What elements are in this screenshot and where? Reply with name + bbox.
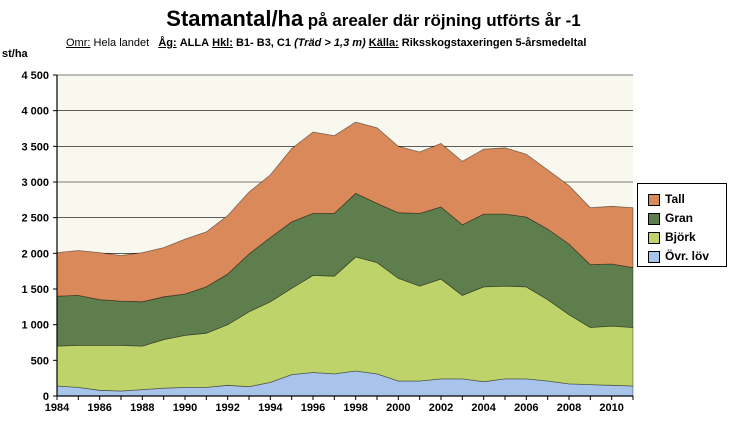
subtitle-omr-key: Omr:	[66, 37, 91, 49]
legend-swatch	[648, 193, 660, 206]
x-tick-label: 2010	[599, 402, 623, 414]
chart-legend: Tall Gran Björk Övr. löv	[637, 183, 727, 267]
legend-swatch	[648, 212, 660, 225]
subtitle-ag-key: Åg:	[158, 37, 177, 49]
y-axis-unit-label: st/ha	[2, 48, 28, 60]
legend-label: Tall	[665, 192, 685, 206]
chart-title-main: Stamantal/ha	[166, 6, 304, 31]
subtitle-ag-value: ALLA	[179, 37, 210, 49]
x-tick-label: 1998	[343, 402, 367, 414]
x-tick-label: 2008	[557, 402, 581, 414]
chart-title-rest: på arealer där röjning utförts år -1	[307, 11, 581, 30]
y-tick-label: 4 000	[21, 106, 49, 118]
x-tick-label: 2006	[514, 402, 538, 414]
x-tick-label: 1990	[173, 402, 197, 414]
y-tick-label: 0	[43, 391, 49, 403]
legend-label: Björk	[665, 230, 696, 244]
legend-item-björk: Björk	[648, 230, 696, 244]
area-series-tall	[56, 121, 634, 303]
legend-item-tall: Tall	[648, 192, 685, 206]
y-tick-label: 3 000	[21, 177, 49, 189]
x-tick-label: 2004	[471, 402, 496, 414]
chart-title: Stamantal/ha på arealer där röjning utfö…	[0, 6, 747, 32]
legend-label: Övr. löv	[665, 249, 710, 263]
y-tick-label: 3 500	[21, 141, 49, 153]
x-tick-label: 1984	[45, 402, 70, 414]
x-tick-label: 1992	[215, 402, 239, 414]
subtitle-omr-value: Hela landet	[93, 37, 150, 49]
area-series-gran	[56, 192, 634, 347]
x-tick-label: 1994	[258, 402, 283, 414]
x-tick-label: 1996	[301, 402, 325, 414]
legend-item-gran: Gran	[648, 211, 693, 225]
x-tick-label: 2000	[386, 402, 410, 414]
y-tick-label: 4 500	[21, 70, 49, 82]
subtitle-hkl-note: (Träd > 1,3 m)	[294, 37, 366, 49]
x-tick-label: 2002	[429, 402, 453, 414]
chart-subtitle: Omr: Hela landet Åg: ALLA Hkl: B1- B3, C…	[66, 37, 586, 49]
subtitle-hkl-key: Hkl:	[212, 37, 233, 49]
legend-swatch	[648, 250, 660, 263]
subtitle-kalla-key: Källa:	[368, 37, 399, 49]
y-tick-label: 1 000	[21, 320, 49, 332]
y-tick-label: 2 000	[21, 248, 49, 260]
subtitle-kalla-value: Riksskogstaxeringen 5-årsmedeltal	[401, 37, 587, 49]
y-tick-label: 2 500	[21, 213, 49, 225]
legend-item-övr-löv: Övr. löv	[648, 249, 709, 263]
y-tick-label: 1 500	[21, 284, 49, 296]
subtitle-hkl-value: B1- B3, C1	[235, 37, 291, 49]
legend-swatch	[648, 231, 660, 244]
x-tick-label: 1988	[130, 402, 154, 414]
area-series-björk	[56, 256, 634, 392]
x-tick-label: 1986	[87, 402, 111, 414]
legend-label: Gran	[665, 211, 694, 225]
y-tick-label: 500	[31, 355, 49, 367]
